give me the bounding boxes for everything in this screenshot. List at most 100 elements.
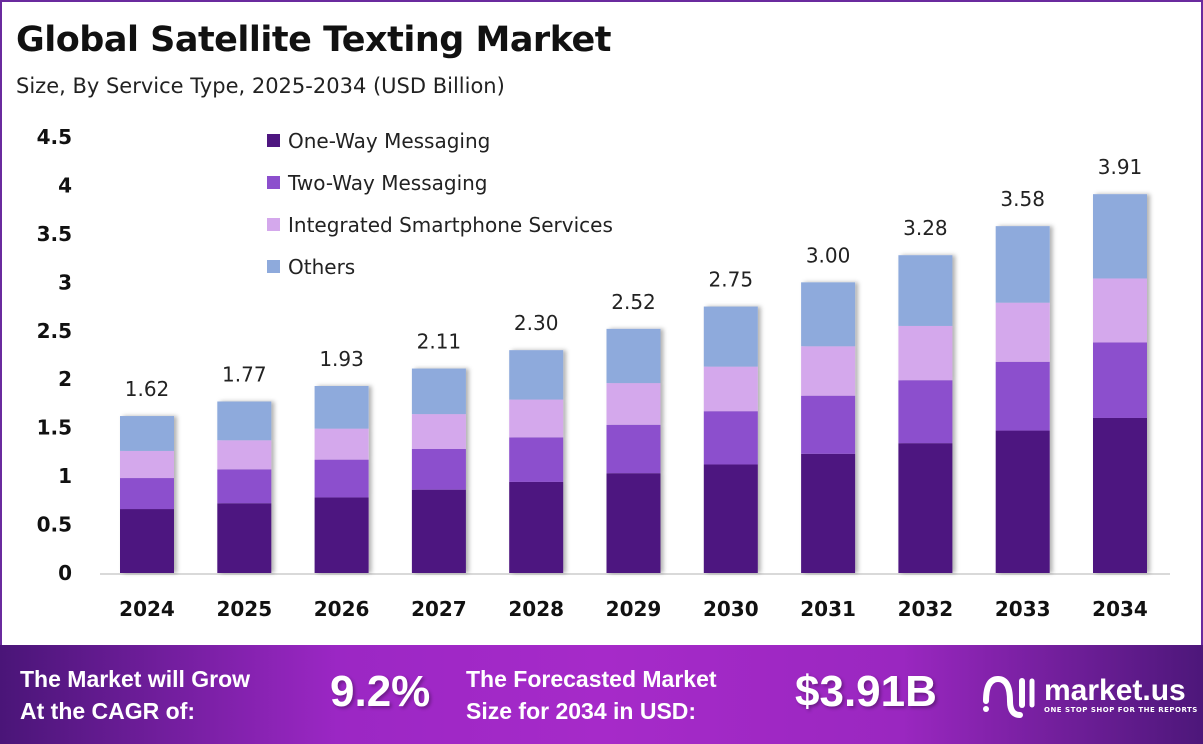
bar-segment-one-way-messaging (217, 503, 272, 573)
forecast-label-line2: Size for 2034 in USD: (466, 698, 697, 724)
bar-segment-one-way-messaging (411, 489, 466, 573)
forecast-value: $3.91B (795, 667, 937, 716)
data-label: 3.00 (806, 243, 851, 267)
bar-segment-one-way-messaging (801, 453, 856, 573)
bar-segment-others (703, 306, 758, 367)
legend-swatch (267, 218, 280, 231)
y-tick-label: 2.5 (37, 319, 72, 343)
bar-group (314, 386, 369, 573)
bar-segment-two-way-messaging (606, 424, 661, 474)
footer-banner: The Market will Grow At the CAGR of: 9.2… (0, 645, 1203, 744)
y-tick-label: 4.5 (37, 125, 72, 149)
x-tick-label: 2031 (800, 597, 856, 621)
data-label: 1.77 (222, 363, 267, 387)
legend-label: One-Way Messaging (288, 129, 490, 153)
bar-segment-one-way-messaging (314, 497, 369, 573)
logo-name: market.us (1044, 674, 1186, 707)
bar-segment-integrated-smartphone-services (314, 428, 369, 460)
bar-segment-one-way-messaging (120, 509, 174, 573)
y-tick-label: 1.5 (37, 416, 72, 440)
y-tick-label: 2 (58, 367, 72, 391)
bar-group (509, 350, 564, 573)
bar-segment-two-way-messaging (703, 411, 758, 465)
x-tick-label: 2033 (995, 597, 1051, 621)
x-tick-label: 2027 (411, 597, 467, 621)
bar-segment-others (801, 282, 856, 347)
legend-label: Others (288, 255, 355, 279)
data-label: 2.30 (514, 311, 559, 335)
bar-segment-one-way-messaging (898, 443, 953, 573)
data-label: 2.52 (611, 290, 656, 314)
bar-segment-integrated-smartphone-services (509, 399, 564, 438)
bar-segment-integrated-smartphone-services (703, 366, 758, 412)
bar-group (703, 306, 758, 573)
bar-segment-others (898, 255, 953, 326)
bar-segment-others (1093, 194, 1147, 279)
cagr-label: The Market will Grow At the CAGR of: (20, 663, 250, 727)
bar-segment-one-way-messaging (995, 430, 1050, 573)
bar-segment-two-way-messaging (314, 459, 369, 498)
bar-segment-two-way-messaging (995, 361, 1050, 431)
data-label: 1.62 (125, 377, 170, 401)
stacked-bar-chart: 0 0.5 1 1.5 2 2.5 3 3.5 4 4.5 1.62 2024 1.77 2025 1.93… (37, 125, 1170, 621)
data-label: 1.93 (319, 347, 364, 371)
x-tick-label: 2029 (606, 597, 662, 621)
forecast-label-line1: The Forecasted Market (466, 666, 717, 692)
logo-tagline: ONE STOP SHOP FOR THE REPORTS (1044, 706, 1198, 714)
bar-segment-others (606, 328, 661, 384)
data-label: 3.91 (1098, 155, 1143, 179)
x-tick-label: 2028 (508, 597, 564, 621)
cagr-label-line2: At the CAGR of: (20, 698, 196, 724)
x-tick-label: 2025 (216, 597, 272, 621)
legend-swatch (267, 176, 280, 189)
x-tick-label: 2030 (703, 597, 759, 621)
bar-segment-two-way-messaging (120, 478, 174, 510)
data-label: 3.28 (903, 216, 948, 240)
bar-segment-integrated-smartphone-services (995, 302, 1050, 362)
x-tick-label: 2026 (314, 597, 370, 621)
data-label: 2.11 (417, 330, 462, 354)
bar-segment-two-way-messaging (411, 448, 466, 490)
bar-segment-two-way-messaging (898, 380, 953, 444)
x-tick-label: 2034 (1092, 597, 1148, 621)
chart-title: Global Satellite Texting Market (16, 20, 612, 60)
bar-segment-integrated-smartphone-services (898, 325, 953, 381)
bar-segment-integrated-smartphone-services (606, 383, 661, 425)
y-tick-label: 3.5 (37, 222, 72, 246)
y-tick-label: 4 (58, 173, 72, 197)
bar-segment-two-way-messaging (509, 437, 564, 482)
y-tick-label: 0 (58, 561, 72, 585)
forecast-label: The Forecasted Market Size for 2034 in U… (466, 663, 717, 727)
bar-segment-integrated-smartphone-services (411, 414, 466, 449)
bar-segment-one-way-messaging (703, 464, 758, 573)
y-tick-label: 3 (58, 270, 72, 294)
bar-segment-others (217, 401, 272, 441)
y-tick-label: 0.5 (37, 513, 72, 537)
bar-segment-one-way-messaging (1093, 417, 1147, 573)
legend-label: Integrated Smartphone Services (288, 213, 613, 237)
cagr-value: 9.2% (330, 667, 431, 716)
bar-segment-two-way-messaging (217, 469, 272, 504)
logo-icon (983, 675, 1035, 718)
bar-segment-one-way-messaging (509, 481, 564, 573)
bar-segment-one-way-messaging (606, 473, 661, 573)
chart-subtitle: Size, By Service Type, 2025-2034 (USD Bi… (16, 74, 505, 98)
bar-segment-integrated-smartphone-services (801, 346, 856, 396)
bar-segment-others (120, 416, 174, 451)
bar-group (606, 328, 661, 573)
bar-segment-two-way-messaging (1093, 342, 1147, 418)
bar-group (898, 255, 953, 573)
bar-segment-others (314, 386, 369, 429)
legend-swatch (267, 134, 280, 147)
x-tick-label: 2024 (119, 597, 175, 621)
bar-segment-two-way-messaging (801, 395, 856, 454)
bar-group (411, 368, 466, 573)
data-label: 2.75 (709, 268, 754, 292)
bar-group (801, 282, 856, 573)
bar-segment-others (411, 368, 466, 415)
bar-segment-others (509, 350, 564, 400)
bar-group (1093, 194, 1147, 573)
bar-segment-integrated-smartphone-services (217, 440, 272, 470)
legend-swatch (267, 260, 280, 273)
